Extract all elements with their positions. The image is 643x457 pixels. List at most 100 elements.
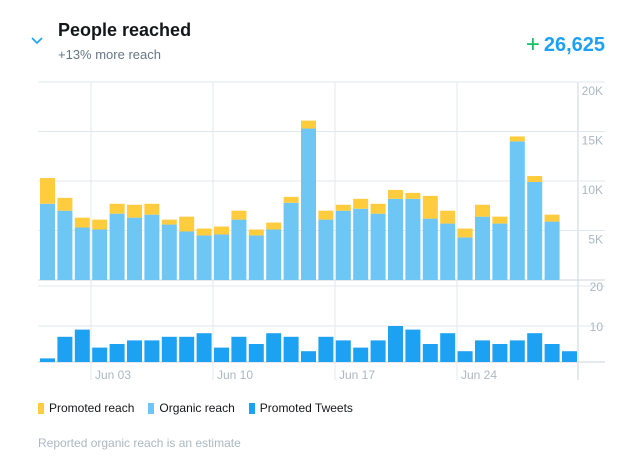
- bar-promoted-tweets: [196, 333, 212, 362]
- bar-promoted-reach: [179, 216, 195, 232]
- bar-organic-reach: [370, 213, 386, 280]
- bar-organic-reach: [40, 203, 55, 280]
- bar-promoted-reach: [231, 210, 247, 220]
- y-tick-label-top: 10K: [582, 183, 603, 197]
- bar-organic-reach: [527, 181, 543, 280]
- bar-organic-reach: [440, 223, 456, 280]
- bar-promoted-tweets: [266, 333, 282, 362]
- bar-organic-reach: [422, 218, 438, 280]
- bar-promoted-reach: [440, 210, 456, 224]
- legend-label-promoted-reach: Promoted reach: [49, 401, 135, 415]
- bar-promoted-reach: [422, 195, 438, 219]
- bar-promoted-tweets: [562, 351, 577, 362]
- bar-promoted-reach: [214, 226, 229, 235]
- bar-promoted-reach: [92, 219, 108, 230]
- chart-title: People reached: [58, 20, 192, 40]
- x-tick-label: Jun 03: [95, 368, 131, 382]
- bar-promoted-tweets: [353, 347, 369, 362]
- bar-promoted-reach: [266, 222, 282, 230]
- y-tick-label-top: 15K: [582, 134, 603, 148]
- bar-promoted-tweets: [92, 347, 108, 362]
- plus-icon: +: [525, 31, 540, 58]
- bar-organic-reach: [301, 128, 316, 280]
- bar-promoted-tweets: [509, 340, 525, 362]
- bar-promoted-tweets: [457, 351, 473, 362]
- bar-promoted-tweets: [527, 333, 543, 362]
- bar-promoted-reach: [74, 217, 90, 228]
- bar-organic-reach: [509, 141, 525, 280]
- bar-promoted-tweets: [283, 336, 299, 362]
- y-tick-label-bottom: 20: [590, 280, 604, 294]
- bar-promoted-tweets: [301, 351, 316, 362]
- bar-organic-reach: [57, 210, 73, 280]
- bar-promoted-tweets: [544, 344, 560, 362]
- legend-item-promoted-tweets: Promoted Tweets: [248, 401, 353, 415]
- bar-promoted-tweets: [144, 340, 160, 362]
- bar-organic-reach: [266, 229, 282, 280]
- bar-promoted-tweets: [388, 326, 403, 362]
- bar-promoted-reach: [301, 120, 316, 129]
- bar-organic-reach: [405, 198, 421, 280]
- bar-promoted-reach: [353, 198, 369, 209]
- bar-promoted-reach: [544, 214, 560, 222]
- x-tick-label: Jun 17: [339, 368, 375, 382]
- bar-promoted-reach: [335, 204, 351, 211]
- bar-organic-reach: [109, 213, 125, 280]
- bar-promoted-tweets: [248, 344, 264, 362]
- bar-organic-reach: [74, 227, 90, 280]
- y-tick-label-bottom: 10: [590, 320, 604, 334]
- bar-promoted-reach: [161, 219, 177, 225]
- bar-promoted-tweets: [74, 329, 90, 362]
- bar-promoted-reach: [370, 203, 386, 214]
- bar-organic-reach: [335, 210, 351, 280]
- bar-organic-reach: [196, 235, 212, 280]
- bar-promoted-reach: [283, 196, 299, 203]
- bar-promoted-reach: [527, 176, 543, 182]
- legend-swatch-promoted-reach: [38, 402, 44, 414]
- bar-promoted-reach: [492, 216, 508, 224]
- bar-promoted-reach: [457, 228, 473, 238]
- bar-promoted-tweets: [370, 340, 386, 362]
- bar-organic-reach: [353, 208, 369, 280]
- bar-promoted-tweets: [214, 347, 229, 362]
- bar-promoted-tweets: [405, 329, 421, 362]
- bar-promoted-reach: [40, 178, 55, 204]
- bar-promoted-tweets: [40, 358, 55, 362]
- people-reached-chart: 20K 15K 10K 5K 20 10 Jun 03 Jun 10 Jun 17 Jun 24: [38, 81, 605, 382]
- bar-promoted-tweets: [127, 340, 142, 362]
- legend-swatch-promoted-tweets: [248, 402, 255, 414]
- bar-promoted-tweets: [422, 344, 438, 362]
- bar-promoted-reach: [318, 210, 334, 220]
- bar-organic-reach: [492, 223, 508, 280]
- bar-organic-reach: [92, 229, 108, 280]
- legend-label-organic-reach: Organic reach: [159, 401, 235, 415]
- bar-promoted-tweets: [231, 336, 247, 362]
- bar-organic-reach: [248, 235, 264, 280]
- x-tick-label: Jun 24: [461, 368, 497, 382]
- total-reach-value: 26,625: [543, 34, 605, 56]
- bar-promoted-reach: [57, 197, 73, 211]
- bar-organic-reach: [388, 198, 403, 280]
- chevron-down-icon[interactable]: [30, 36, 44, 46]
- bar-organic-reach: [475, 216, 490, 280]
- bar-promoted-tweets: [109, 344, 125, 362]
- bar-organic-reach: [283, 202, 299, 280]
- x-tick-label: Jun 10: [217, 368, 253, 382]
- bar-organic-reach: [457, 237, 473, 280]
- legend: Promoted reach Organic reach Promoted Tw…: [38, 401, 353, 415]
- legend-item-promoted-reach: Promoted reach: [38, 401, 134, 415]
- reach-change-subtitle: +13% more reach: [58, 47, 161, 62]
- bar-organic-reach: [161, 224, 177, 280]
- total-reach: +26,625: [526, 30, 605, 58]
- bar-promoted-reach: [109, 203, 125, 214]
- bar-organic-reach: [214, 234, 229, 280]
- legend-swatch-organic-reach: [148, 402, 155, 414]
- bar-promoted-reach: [405, 192, 421, 199]
- bar-organic-reach: [544, 221, 560, 280]
- y-tick-label-top: 20K: [582, 84, 603, 98]
- bar-promoted-reach: [196, 228, 212, 236]
- estimate-note: Reported organic reach is an estimate: [38, 436, 241, 450]
- bar-promoted-reach: [248, 229, 264, 236]
- bar-promoted-tweets: [179, 336, 195, 362]
- bar-promoted-tweets: [335, 340, 351, 362]
